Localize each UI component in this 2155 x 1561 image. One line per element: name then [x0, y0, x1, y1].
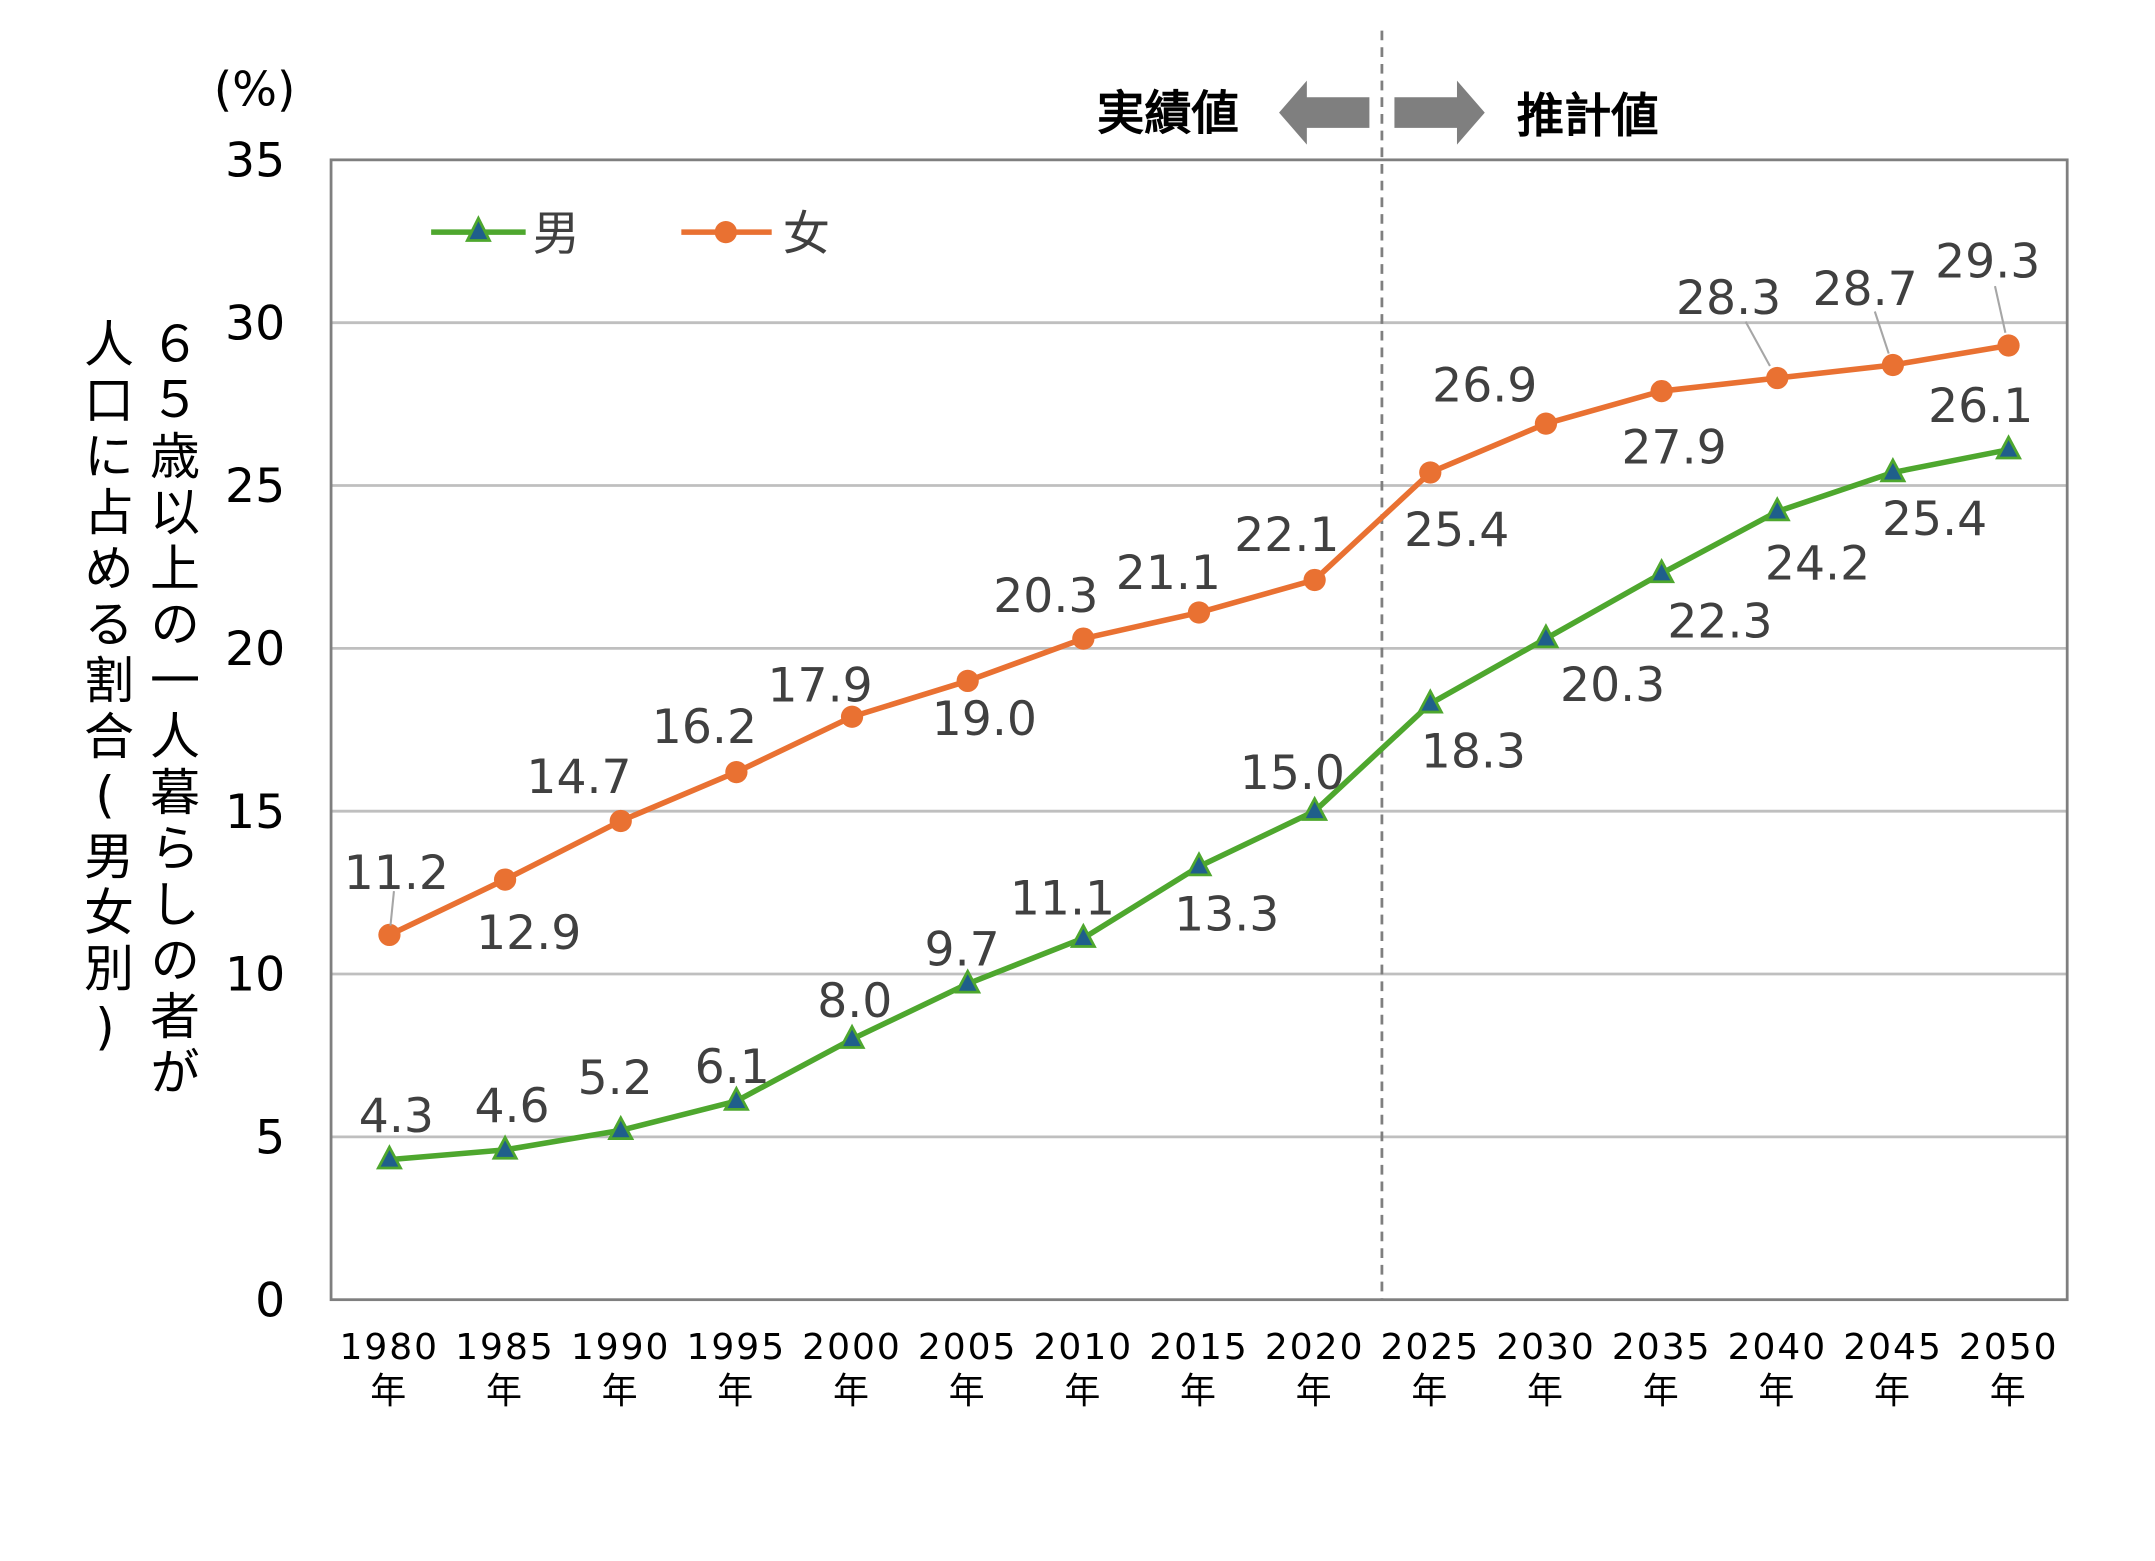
data-point-circle	[1650, 379, 1673, 403]
data-point-circle	[1419, 461, 1442, 484]
data-point-triangle	[491, 1134, 519, 1160]
y-unit-label: (%)	[214, 63, 296, 118]
arrow-left-icon	[1279, 80, 1370, 145]
data-label: 25.4	[1404, 503, 1509, 558]
data-point-circle	[840, 705, 864, 728]
y-tick-label: 20	[225, 622, 285, 677]
data-label: 4.6	[474, 1079, 549, 1134]
data-point-triangle	[1763, 496, 1791, 522]
series-male: 4.3 4.65.2 6.18.09.711.1 13.315.0 18.320.322…	[359, 379, 2033, 1170]
data-label: 17.9	[767, 658, 872, 713]
legend-triangle-icon	[465, 215, 492, 242]
data-label: 15.0	[1240, 746, 1345, 801]
y-tick-labels: 0 5 10 15 20 25 30 35	[225, 134, 285, 1329]
data-label: 11.2	[344, 846, 449, 901]
data-label: 9.7	[925, 923, 1000, 978]
y-tick-label: 0	[255, 1273, 285, 1328]
data-label: 22.1	[1234, 508, 1339, 563]
data-label: 6.1	[695, 1040, 770, 1095]
data-point-circle	[378, 923, 401, 947]
data-point-triangle	[838, 1023, 866, 1049]
data-label: 24.2	[1765, 537, 1870, 592]
data-label: 19.0	[932, 692, 1037, 747]
data-label: 25.4	[1882, 492, 1987, 547]
data-point-circle	[1997, 334, 2020, 357]
data-point-circle	[493, 868, 517, 891]
data-label: 8.0	[817, 974, 892, 1029]
data-point-circle	[1187, 601, 1211, 624]
data-point-triangle	[722, 1085, 750, 1111]
data-point-triangle	[607, 1114, 635, 1141]
data-label: 4.3	[359, 1089, 434, 1144]
data-label: 16.2	[652, 700, 757, 755]
legend-circle-icon	[714, 221, 737, 244]
data-point-circle	[1766, 366, 1789, 390]
label-leader-line	[1993, 285, 2007, 333]
actual-values-label: 実績値	[1097, 86, 1239, 141]
data-point-triangle	[1069, 922, 1097, 948]
legend: 男 女	[431, 207, 830, 262]
data-point-triangle	[375, 1144, 403, 1170]
data-point-circle	[1072, 627, 1095, 650]
y-tick-label: 10	[225, 948, 285, 1003]
data-label: 14.7	[526, 750, 631, 805]
data-label: 11.1	[1010, 872, 1115, 927]
data-label: 21.1	[1116, 546, 1221, 601]
label-leader-line	[1873, 311, 1890, 354]
data-point-triangle	[954, 968, 982, 994]
label-leader-line	[1744, 321, 1771, 367]
data-point-circle	[1303, 568, 1326, 592]
data-point-triangle	[1879, 457, 1907, 483]
y-tick-label: 15	[225, 785, 285, 840]
data-point-triangle	[1185, 851, 1213, 877]
data-label: 28.3	[1676, 271, 1781, 326]
gridlines	[331, 321, 2068, 1139]
plot-area	[329, 158, 2069, 1302]
data-point-triangle	[1532, 623, 1560, 649]
projected-values-label: 推計値	[1517, 89, 1659, 144]
data-point-circle	[1534, 412, 1558, 435]
y-tick-label: 35	[225, 134, 285, 189]
data-point-triangle	[1995, 434, 2022, 460]
data-label: 18.3	[1421, 725, 1526, 780]
y-tick-label: 25	[225, 459, 285, 514]
data-point-circle	[725, 760, 748, 784]
data-label: 29.3	[1935, 234, 2040, 289]
data-label: 20.3	[993, 569, 1098, 624]
data-label: 26.1	[1928, 379, 2033, 434]
data-point-circle	[956, 669, 979, 693]
arrow-right-icon	[1394, 80, 1485, 145]
legend-male-label: 男	[533, 207, 580, 262]
y-tick-label: 30	[225, 296, 285, 351]
data-point-triangle	[1301, 795, 1329, 821]
legend-female-label: 女	[783, 207, 830, 262]
y-tick-label: 5	[255, 1111, 285, 1166]
data-label: 22.3	[1667, 594, 1772, 649]
data-label: 20.3	[1560, 658, 1665, 713]
label-leader-line	[389, 891, 395, 926]
data-point-triangle	[1416, 688, 1444, 714]
data-label: 28.7	[1812, 262, 1917, 317]
data-label: 12.9	[476, 906, 581, 961]
series-female: 11.2 12.9 14.7 16.217.9 19.0 20.3 21.122.1 25.4…	[344, 234, 2041, 961]
data-label: 5.2	[578, 1051, 653, 1106]
data-point-triangle	[1648, 557, 1676, 584]
data-point-circle	[609, 809, 632, 833]
data-label: 27.9	[1621, 420, 1726, 475]
series: 4.3 4.65.2 6.18.09.711.1 13.315.0 18.320.322…	[344, 234, 2041, 1170]
data-label: 26.9	[1432, 358, 1537, 413]
data-point-circle	[1881, 353, 1905, 377]
data-label: 13.3	[1174, 887, 1279, 942]
